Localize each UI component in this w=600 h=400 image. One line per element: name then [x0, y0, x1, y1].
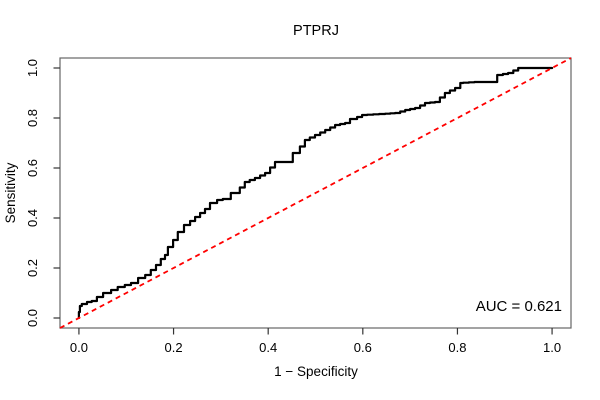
- x-tick-label: 0.6: [354, 340, 372, 355]
- y-tick-label: 0.6: [25, 159, 40, 177]
- chart-title: PTPRJ: [293, 23, 339, 39]
- x-tick-label: 0.0: [70, 340, 88, 355]
- roc-curve-line: [77, 66, 554, 320]
- x-tick-label: 0.2: [165, 340, 183, 355]
- y-tick-label: 1.0: [25, 59, 40, 77]
- y-tick-label: 0.8: [25, 109, 40, 127]
- series-layer: [59, 57, 572, 329]
- reference-diagonal-line: [59, 57, 572, 329]
- y-tick-label: 0.4: [25, 209, 40, 227]
- auc-annotation: AUC = 0.621: [476, 298, 562, 315]
- x-tick-label: 1.0: [543, 340, 561, 355]
- y-tick-label: 0.0: [25, 309, 40, 327]
- plot-border: [59, 57, 572, 329]
- axes-layer: 0.0 0.2 0.4 0.6 0.8 1.0 0.0 0.2 0.4 0.6 0.8 1.0: [25, 57, 572, 355]
- y-axis-label: Sensitivity: [3, 162, 18, 223]
- x-axis-label: 1 − Specificity: [274, 364, 358, 379]
- y-tick-label: 0.2: [25, 259, 40, 277]
- x-tick-label: 0.8: [448, 340, 466, 355]
- x-tick-label: 0.4: [259, 340, 277, 355]
